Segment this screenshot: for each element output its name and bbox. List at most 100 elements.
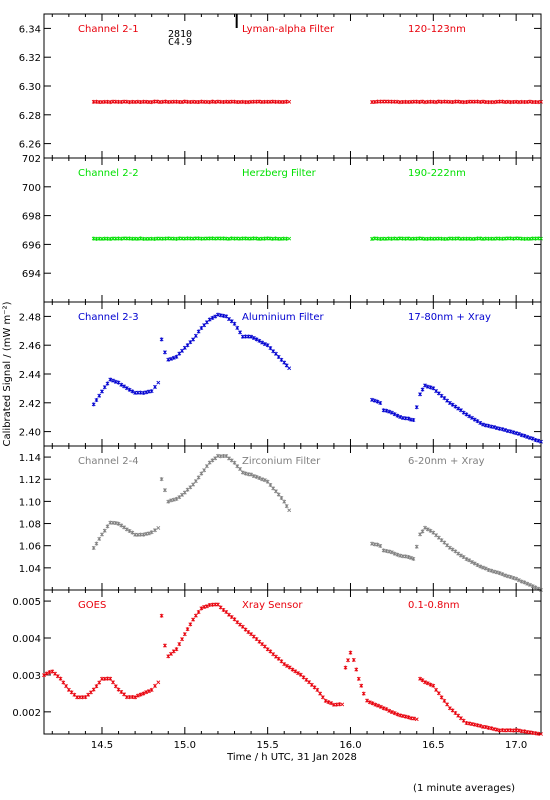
data-point: [456, 551, 461, 556]
y-tick-label: 1.12: [19, 475, 41, 486]
data-point: [232, 321, 237, 326]
data-point: [243, 471, 248, 476]
data-point: [182, 490, 187, 495]
data-point: [514, 576, 519, 581]
data-point: [442, 698, 447, 703]
data-point: [144, 531, 149, 536]
data-point: [320, 695, 325, 700]
data-point: [370, 236, 374, 241]
data-point: [191, 482, 196, 487]
data-point: [395, 413, 400, 418]
y-tick-label: 700: [22, 183, 41, 194]
data-point: [86, 692, 91, 697]
data-point: [478, 236, 483, 241]
data-point: [525, 434, 530, 439]
event-annotation-line-2: C4.9: [168, 37, 192, 48]
data-point: [58, 676, 63, 681]
data-point: [188, 340, 193, 345]
data-point: [414, 717, 419, 722]
data-point: [492, 425, 496, 430]
data-point: [500, 572, 505, 577]
data-point: [276, 492, 281, 497]
data-point: [525, 581, 530, 586]
data-point: [287, 665, 292, 670]
data-point: [516, 578, 521, 583]
data-point: [361, 691, 366, 696]
data-point: [403, 714, 408, 719]
data-point: [130, 530, 135, 535]
data-point: [97, 393, 102, 398]
data-points: [42, 602, 543, 736]
data-point: [147, 689, 151, 694]
data-point: [489, 726, 494, 731]
data-point: [111, 680, 115, 685]
data-point: [279, 357, 284, 362]
data-point: [274, 351, 278, 356]
data-point: [403, 554, 408, 559]
data-point: [113, 521, 118, 526]
data-point: [492, 569, 496, 574]
data-point: [94, 398, 99, 403]
data-point: [381, 548, 386, 553]
data-point: [470, 722, 474, 727]
data-point: [450, 708, 455, 713]
data-point: [450, 547, 455, 552]
data-point: [246, 630, 251, 635]
data-point: [423, 680, 427, 685]
y-tick-label: 0.004: [12, 634, 41, 645]
panel-label: Channel 2-4: [78, 456, 139, 467]
y-axis-title: Calibrated Signal / (mW m⁻²): [2, 301, 13, 446]
data-point: [503, 428, 508, 433]
data-point: [249, 334, 254, 339]
data-point: [497, 426, 502, 431]
data-point: [425, 527, 430, 532]
data-point: [127, 528, 132, 533]
data-point: [470, 415, 474, 420]
panel-label: 0.1-0.8nm: [408, 600, 460, 611]
data-point: [224, 454, 229, 459]
data-point: [539, 439, 543, 444]
y-tick-label: 1.04: [19, 564, 41, 575]
data-point: [202, 468, 207, 473]
data-point: [265, 647, 270, 652]
data-point: [475, 723, 480, 728]
data-point: [439, 695, 444, 700]
data-point: [423, 383, 427, 388]
data-point: [229, 614, 234, 619]
data-point: [216, 312, 220, 317]
data-point: [171, 649, 176, 654]
data-point: [153, 683, 157, 688]
y-tick-label: 6.32: [19, 53, 41, 64]
data-point: [384, 549, 389, 554]
data-point: [240, 470, 245, 475]
panel-frame: [43, 13, 542, 159]
data-point: [156, 380, 161, 385]
data-point: [370, 397, 374, 402]
data-point: [260, 477, 265, 482]
data-point: [445, 702, 450, 707]
data-point: [144, 390, 149, 395]
data-point: [442, 540, 447, 545]
data-point: [505, 428, 510, 433]
data-point: [199, 471, 204, 476]
data-point: [188, 485, 193, 490]
data-point: [387, 549, 392, 554]
data-point: [94, 684, 99, 689]
panel-1: 6.26 6.28 6.30 6.32 6.34 Channel 2-1 Lyman-alp…: [19, 13, 543, 159]
y-tick-label: 6.34: [19, 24, 41, 35]
data-point: [111, 378, 115, 383]
data-point: [116, 687, 121, 692]
y-tick-label: 2.44: [19, 370, 41, 381]
data-point: [508, 574, 513, 579]
data-point: [530, 584, 535, 589]
data-point: [163, 99, 168, 104]
data-point: [163, 488, 167, 493]
data-point: [260, 642, 265, 647]
data-point: [434, 389, 438, 394]
data-point: [398, 553, 403, 558]
data-point: [177, 642, 182, 647]
panel-label: Channel 2-3: [78, 312, 139, 323]
data-point: [102, 528, 107, 533]
data-point: [274, 654, 278, 659]
data-point: [372, 398, 377, 403]
